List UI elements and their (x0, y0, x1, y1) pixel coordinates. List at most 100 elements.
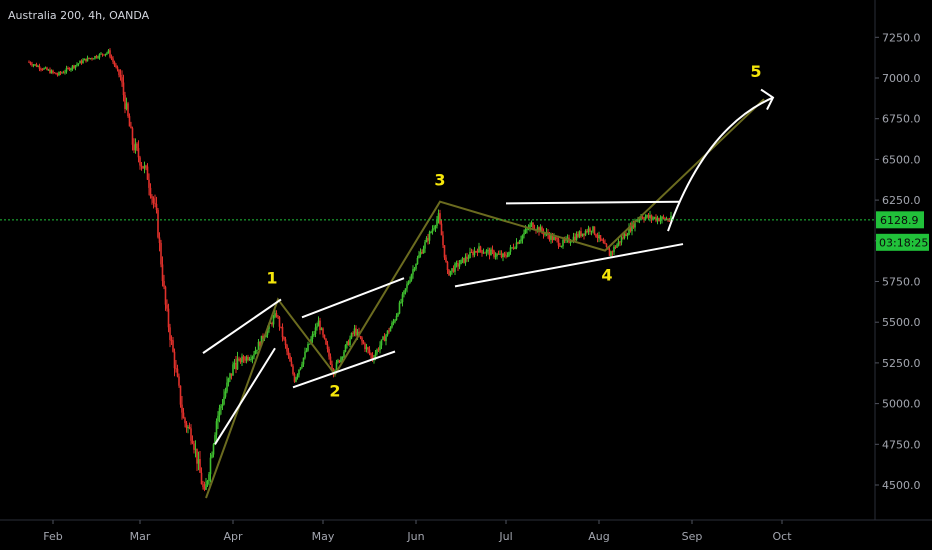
candle-body (668, 220, 671, 222)
candle-body (77, 63, 80, 65)
candle-body (620, 237, 623, 243)
candle-body (86, 57, 89, 62)
channel-trendline[interactable] (214, 347, 276, 445)
candle-body (394, 320, 396, 322)
price-tick-label: 7250.0 (882, 31, 921, 44)
wave-label-2[interactable]: 2 (329, 381, 340, 400)
candle-body (61, 72, 63, 74)
candle-body (425, 238, 428, 243)
candle-body (29, 62, 32, 65)
wave-label-1[interactable]: 1 (266, 268, 277, 287)
channel-trendline[interactable] (505, 200, 681, 205)
candle-body (139, 157, 141, 166)
time-tick-label: Apr (223, 530, 243, 543)
candle-body (215, 421, 218, 436)
wave-label-4[interactable]: 4 (601, 266, 612, 285)
candle-body (239, 358, 242, 363)
wave-label-3[interactable]: 3 (434, 171, 445, 190)
candle-body (32, 64, 35, 66)
candle-body (353, 328, 356, 334)
candle-body (34, 64, 36, 66)
candle-body (125, 103, 128, 109)
candle-body (62, 72, 65, 74)
bar-countdown-badge: 03:18:25 (876, 233, 929, 251)
candle-body (211, 454, 213, 458)
elliott-wave-path[interactable] (205, 98, 765, 499)
candle-body (461, 257, 464, 260)
candle-body (514, 247, 516, 249)
candle-body (653, 217, 656, 219)
candle-body (230, 373, 233, 376)
candle-body (304, 351, 306, 358)
candle-body (127, 103, 129, 117)
candle-body (625, 233, 627, 237)
candle-body (404, 288, 407, 291)
candle-body (377, 349, 380, 351)
candle-body (203, 486, 206, 490)
candle-body (455, 263, 458, 265)
candle-body (413, 268, 416, 270)
candle-body (551, 235, 554, 241)
candle-body (223, 396, 225, 405)
candle-body (643, 218, 645, 220)
channel-trendline[interactable] (301, 277, 405, 319)
candle-body (59, 72, 62, 74)
time-axis[interactable]: Feb Mar Apr May Jun Jul Aug Sep Oct (43, 520, 792, 543)
candle-body (562, 239, 564, 247)
candle-body (160, 242, 162, 265)
candle-body (458, 264, 461, 267)
candle-body (298, 369, 300, 375)
candle-body (257, 341, 260, 350)
channel-trendline[interactable] (292, 350, 396, 389)
candle-body (89, 58, 92, 60)
candle-body (491, 249, 494, 251)
candle-body (559, 245, 561, 247)
candle-body (347, 341, 350, 346)
candle-body (91, 58, 93, 60)
candle-body (188, 427, 191, 429)
wave-label-5[interactable]: 5 (750, 62, 761, 81)
channel-trendline[interactable] (202, 298, 282, 354)
candle-body (181, 404, 183, 413)
channel-trendline[interactable] (454, 243, 684, 288)
candle-body (331, 364, 333, 369)
price-tick-label: 4500.0 (882, 479, 921, 492)
candle-body (539, 227, 542, 233)
price-axis[interactable]: 7250.07000.06750.06500.06250.06000.05750… (875, 31, 921, 492)
candle-body (49, 69, 51, 74)
candle-body (115, 65, 117, 68)
candle-body (508, 251, 510, 257)
candle-body (530, 222, 533, 225)
candle-body (509, 247, 512, 252)
candle-body (56, 74, 59, 76)
candle-body (232, 364, 234, 376)
candle-body (143, 165, 146, 169)
candle-body (397, 313, 399, 316)
candle-body (134, 143, 137, 151)
candle-body (352, 333, 354, 335)
candle-body (650, 215, 653, 219)
candle-body (577, 233, 579, 237)
candle-body (364, 343, 366, 350)
candle-body (451, 268, 453, 271)
candle-body (70, 68, 72, 71)
symbol-title: Australia 200, 4h, OANDA (8, 9, 150, 22)
candle-body (454, 263, 456, 272)
candle-body (406, 284, 408, 289)
candle-body (293, 373, 296, 382)
candle-body (506, 256, 509, 258)
candle-body (37, 66, 39, 68)
candle-body (457, 263, 459, 267)
time-tick-label: Jun (406, 530, 424, 543)
candle-body (442, 235, 444, 246)
forecast-arrow-head[interactable] (760, 88, 775, 110)
candle-body (556, 237, 558, 240)
candle-body (173, 351, 176, 369)
forecast-arrow[interactable] (667, 96, 774, 232)
candle-body (487, 249, 489, 251)
candle-body (436, 219, 438, 227)
candle-body (481, 250, 483, 254)
candle-body (212, 444, 215, 455)
